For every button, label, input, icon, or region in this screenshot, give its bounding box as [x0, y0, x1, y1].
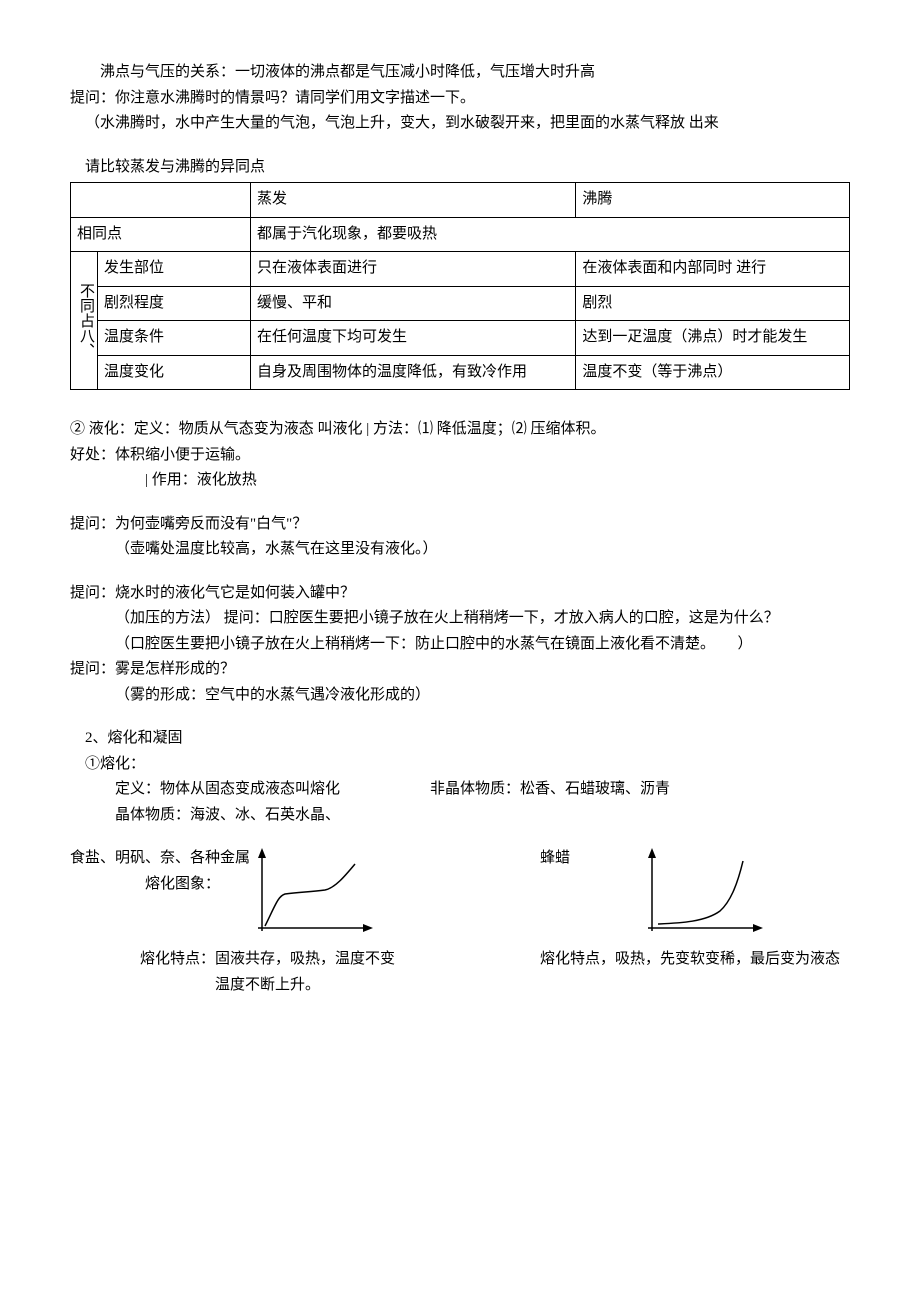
- melt-more-crystal: 食盐、明矾、奈、各种金属: [70, 846, 250, 872]
- chart-svg: [250, 846, 380, 941]
- table-row: 不同占八、 发生部位 只在液体表面进行 在液体表面和内部同时 进行: [71, 252, 850, 287]
- same-label: 相同点: [71, 217, 251, 252]
- header-evaporation: 蒸发: [251, 183, 576, 218]
- cell-evap: 缓慢、平和: [251, 286, 576, 321]
- qa3-answer: （雾的形成：空气中的水蒸气遇冷液化形成的）: [70, 683, 850, 709]
- row-label: 温度条件: [98, 321, 251, 356]
- intro-line-3: （水沸腾时，水中产生大量的气泡，气泡上升，变大，到水破裂开来，把里面的水蒸气释放…: [70, 111, 850, 137]
- melt-def: 定义：物体从固态变成液态叫熔化: [70, 777, 340, 803]
- crystal-curve: [265, 864, 355, 926]
- melt-sub: ①熔化：: [70, 752, 850, 778]
- qa1-question: 提问：为何壶嘴旁反而没有"白气"？: [70, 512, 850, 538]
- table-row: 相同点 都属于汽化现象，都要吸热: [71, 217, 850, 252]
- cell-boil: 温度不变（等于沸点）: [576, 355, 850, 390]
- table-row: 温度条件 在任何温度下均可发生 达到一疋温度（沸点）时才能发生: [71, 321, 850, 356]
- qa3-question: 提问：雾是怎样形成的？: [70, 657, 850, 683]
- comparison-table: 蒸发 沸腾 相同点 都属于汽化现象，都要吸热 不同占八、 发生部位 只在液体表面…: [70, 182, 850, 390]
- wax-label: 蜂蜡: [470, 846, 640, 872]
- table-row: 剧烈程度 缓慢、平和 剧烈: [71, 286, 850, 321]
- amorphous-feature: 熔化特点，吸热，先变软变稀，最后变为液态: [540, 947, 840, 973]
- intro-line-2: 提问：你注意水沸腾时的情景吗？请同学们用文字描述一下。: [70, 86, 850, 112]
- table-caption: 请比较蒸发与沸腾的异同点: [70, 155, 850, 181]
- chart-label: 熔化图象：: [70, 872, 250, 898]
- row-label: 剧烈程度: [98, 286, 251, 321]
- liquefy-benefit: 好处：体积缩小便于运输。: [70, 443, 850, 469]
- header-boiling: 沸腾: [576, 183, 850, 218]
- qa2-answer-1: （加压的方法） 提问：口腔医生要把小镜子放在火上稍稍烤一下，才放入病人的口腔，这…: [70, 606, 850, 632]
- row-label: 发生部位: [98, 252, 251, 287]
- cell-evap: 自身及周围物体的温度降低，有致冷作用: [251, 355, 576, 390]
- intro-line-1: 沸点与气压的关系：一切液体的沸点都是气压减小时降低，气压增大时升高: [70, 60, 850, 86]
- table-row: 温度变化 自身及周围物体的温度降低，有致冷作用 温度不变（等于沸点）: [71, 355, 850, 390]
- qa1-answer: （壶嘴处温度比较高，水蒸气在这里没有液化。）: [70, 537, 850, 563]
- liquefy-effect: | 作用：液化放热: [70, 468, 850, 494]
- cell-boil: 在液体表面和内部同时 进行: [576, 252, 850, 287]
- crystal-feature-2: 温度不断上升。: [140, 973, 490, 999]
- amorphous-melt-chart: [640, 846, 770, 941]
- chart-svg: [640, 846, 770, 941]
- qa2-answer-2: （口腔医生要把小镜子放在火上稍稍烤一下：防止口腔中的水蒸气在镜面上液化看不清楚。…: [70, 632, 850, 658]
- crystal-melt-chart: [250, 846, 380, 941]
- row-label: 温度变化: [98, 355, 251, 390]
- cell-boil: 达到一疋温度（沸点）时才能发生: [576, 321, 850, 356]
- melt-crystal: 晶体物质：海波、冰、石英水晶、: [70, 803, 340, 829]
- qa2-question: 提问：烧水时的液化气它是如何装入罐中？: [70, 581, 850, 607]
- crystal-feature-1: 熔化特点：固液共存，吸热，温度不变: [140, 947, 490, 973]
- cell-evap: 在任何温度下均可发生: [251, 321, 576, 356]
- diff-label: 不同占八、: [71, 252, 98, 390]
- amorphous-curve: [658, 861, 743, 924]
- table-row: 蒸发 沸腾: [71, 183, 850, 218]
- liquefy-def: ② 液化：定义：物质从气态变为液态 叫液化 | 方法：⑴ 降低温度；⑵ 压缩体积…: [70, 417, 850, 443]
- melt-noncrystal: 非晶体物质：松香、石蜡玻璃、沥青: [430, 777, 670, 803]
- melt-title: 2、熔化和凝固: [70, 726, 850, 752]
- cell-evap: 只在液体表面进行: [251, 252, 576, 287]
- same-value: 都属于汽化现象，都要吸热: [251, 217, 850, 252]
- cell-boil: 剧烈: [576, 286, 850, 321]
